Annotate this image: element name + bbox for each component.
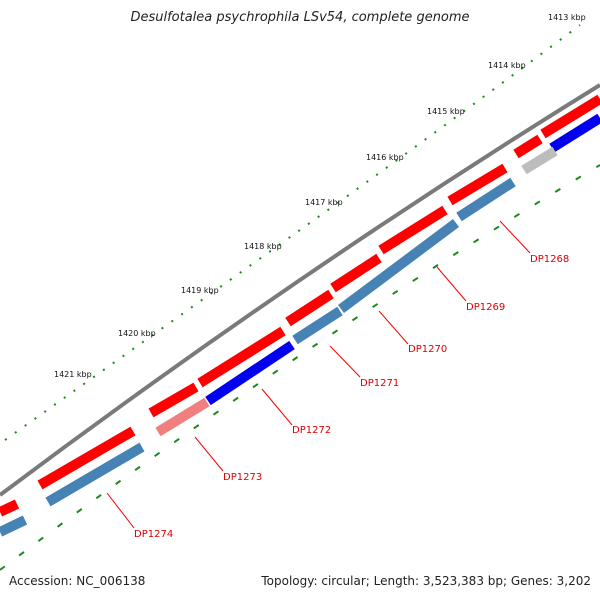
- forward-strand-features: [0, 94, 600, 517]
- feature-reverse-2[interactable]: [521, 146, 558, 175]
- genome-summary-label: Topology: circular; Length: 3,523,383 bp…: [261, 574, 591, 588]
- gene-label-dp1269[interactable]: DP1269: [466, 302, 505, 313]
- tick-label-1416: 1416 kbp: [366, 153, 404, 162]
- feature-forward-9[interactable]: [37, 426, 136, 490]
- callout-line-dp1268: [499, 220, 531, 254]
- feature-forward-10[interactable]: [0, 499, 20, 517]
- tick-label-1415: 1415 kbp: [427, 107, 465, 116]
- feature-forward-7[interactable]: [197, 326, 286, 388]
- callout-line-dp1271: [329, 345, 361, 378]
- inner-ruler-ticks: [0, 164, 600, 571]
- feature-forward-5[interactable]: [330, 253, 382, 293]
- tick-label-1421: 1421 kbp: [54, 370, 92, 379]
- feature-forward-3[interactable]: [447, 163, 508, 206]
- gene-label-dp1271[interactable]: DP1271: [360, 378, 399, 389]
- ruler-minor-ticks: [4, 24, 581, 441]
- gene-dp1270-bar[interactable]: [292, 306, 343, 345]
- ruler-labels: 1413 kbp 1414 kbp 1415 kbp 1416 kbp 1417…: [54, 13, 586, 379]
- gene-dp1269-bar[interactable]: [338, 218, 459, 314]
- ruler-ticks: [4, 24, 581, 441]
- callout-line-dp1273: [194, 436, 224, 472]
- genome-backbone: [0, 83, 600, 497]
- genome-title: Desulfotalea psychrophila LSv54, complet…: [130, 10, 470, 25]
- gene-dp1268-bar[interactable]: [456, 177, 516, 222]
- gene-callouts: DP1268 DP1269 DP1270 DP1271 DP1272 DP127…: [106, 220, 569, 540]
- feature-forward-8[interactable]: [148, 382, 199, 418]
- tick-label-1413: 1413 kbp: [548, 13, 586, 22]
- tick-label-1414: 1414 kbp: [488, 61, 526, 70]
- gene-label-dp1268[interactable]: DP1268: [530, 254, 569, 265]
- gene-label-dp1273[interactable]: DP1273: [223, 472, 262, 483]
- tick-label-1418: 1418 kbp: [244, 242, 282, 251]
- reverse-strand-features: [0, 113, 600, 537]
- feature-reverse-1[interactable]: [549, 113, 600, 153]
- feature-forward-6[interactable]: [285, 289, 334, 327]
- tick-label-1420: 1420 kbp: [118, 329, 156, 338]
- callout-line-dp1269: [436, 266, 467, 302]
- gene-label-dp1272[interactable]: DP1272: [292, 425, 331, 436]
- feature-forward-2[interactable]: [513, 134, 543, 159]
- gene-label-dp1274[interactable]: DP1274: [134, 529, 173, 540]
- callout-line-dp1274: [106, 492, 135, 529]
- gene-label-dp1270[interactable]: DP1270: [408, 344, 447, 355]
- feature-reverse-8[interactable]: [0, 515, 28, 537]
- gene-dp1274-bar[interactable]: [45, 442, 145, 507]
- tick-label-1417: 1417 kbp: [305, 198, 343, 207]
- gene-dp1273-bar[interactable]: [155, 397, 210, 437]
- feature-forward-4[interactable]: [378, 205, 448, 255]
- feature-forward-1[interactable]: [540, 94, 600, 139]
- gene-dp1271-bar[interactable]: [205, 340, 295, 406]
- callout-line-dp1270: [378, 310, 409, 345]
- accession-label: Accession: NC_006138: [9, 574, 146, 588]
- callout-line-dp1272: [261, 388, 293, 426]
- tick-label-1419: 1419 kbp: [181, 286, 219, 295]
